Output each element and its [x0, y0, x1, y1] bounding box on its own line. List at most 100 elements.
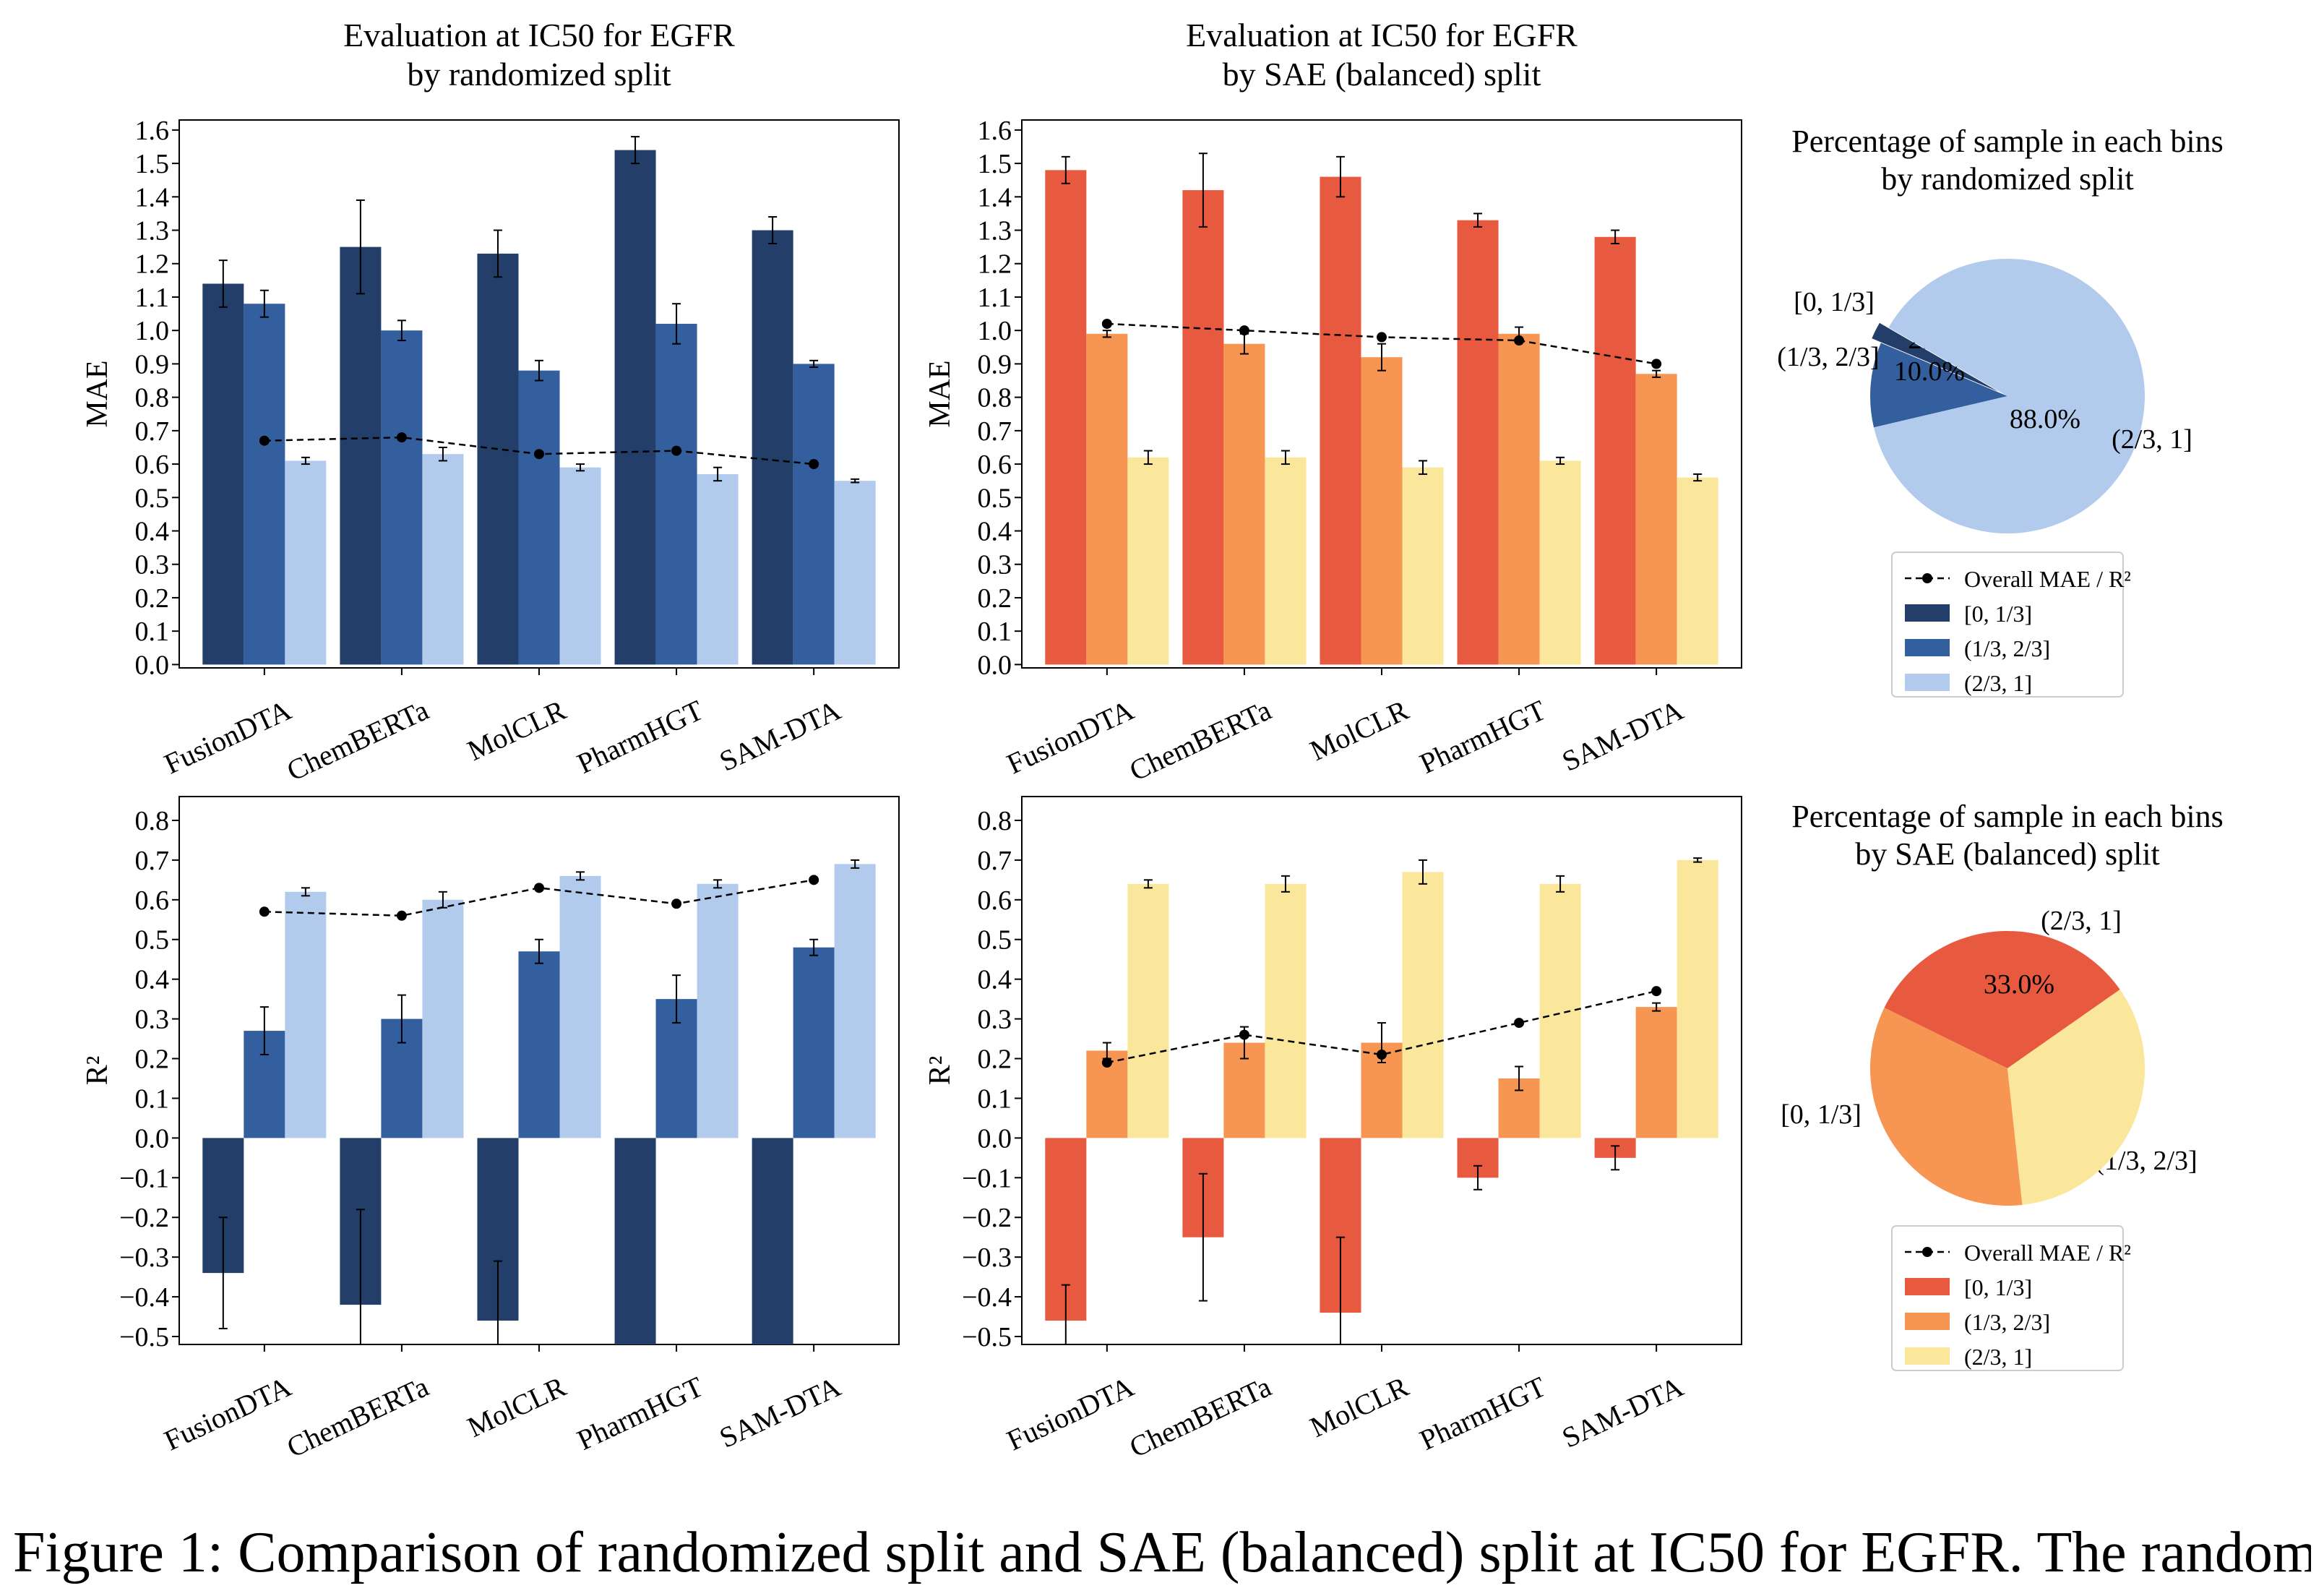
overall-marker	[1651, 986, 1662, 997]
y-tick-label: 0.8	[135, 383, 170, 413]
overall-marker	[1377, 332, 1387, 343]
legend-label: (2/3, 1]	[1964, 670, 2032, 696]
legend-box	[1891, 1225, 2124, 1371]
pie-slice-label: (1/3, 2/3]	[1777, 342, 1879, 372]
legend-label: (2/3, 1]	[1964, 1344, 2032, 1370]
x-tick-label: MolCLR	[462, 693, 571, 767]
overall-marker	[671, 445, 682, 456]
legend-label: [0, 1/3]	[1964, 601, 2032, 627]
x-tick-label: FusionDTA	[1002, 1370, 1138, 1456]
bar	[1265, 883, 1307, 1138]
overall-marker	[396, 432, 407, 443]
bar	[1677, 477, 1718, 665]
overall-marker	[534, 449, 544, 460]
bar	[1635, 1007, 1677, 1138]
bar	[1402, 467, 1444, 665]
y-tick-label: −0.2	[119, 1203, 169, 1233]
overall-marker	[1377, 1050, 1387, 1060]
overall-marker	[1101, 318, 1112, 329]
overall-marker	[1239, 325, 1249, 336]
y-tick-label: 0.1	[135, 617, 170, 647]
bar	[697, 883, 739, 1138]
y-tick-label: 1.4	[135, 182, 170, 213]
legend-label: (1/3, 2/3]	[1964, 635, 2050, 661]
x-tick-label: ChemBERTa	[1124, 693, 1276, 787]
bar	[1045, 170, 1087, 665]
x-tick-label: ChemBERTa	[282, 1370, 434, 1464]
overall-marker	[259, 435, 270, 446]
bar	[1498, 333, 1540, 665]
pie-slice-label: [0, 1/3]	[1781, 1099, 1862, 1130]
overall-marker	[259, 906, 270, 917]
bar	[1635, 374, 1677, 665]
bar	[285, 460, 327, 665]
y-axis-label: R²	[81, 1056, 114, 1086]
figure-caption: Figure 1: Comparison of randomized split…	[13, 1521, 2311, 1584]
bar	[752, 1138, 793, 1344]
y-tick-label: 0.2	[978, 1044, 1012, 1075]
y-tick-label: 0.3	[135, 1005, 170, 1035]
pie-slice-label: (2/3, 1]	[2041, 906, 2122, 936]
y-tick-label: 1.0	[978, 316, 1012, 346]
y-tick-label: 1.5	[978, 149, 1012, 179]
x-tick-label: SAM-DTA	[1557, 1370, 1688, 1454]
legend-marker-swatch	[1922, 573, 1932, 583]
bar	[614, 1138, 656, 1344]
y-tick-label: 0.1	[135, 1084, 170, 1114]
bar	[655, 323, 697, 665]
legend-color-swatch	[1905, 639, 1950, 656]
bar	[422, 899, 464, 1138]
legend-label: (1/3, 2/3]	[1964, 1309, 2050, 1335]
y-tick-label: 0.0	[135, 1123, 170, 1154]
bar	[1320, 176, 1361, 665]
bar	[381, 330, 423, 665]
pie-slice	[1884, 931, 2120, 1068]
x-tick-label: PharmHGT	[572, 693, 708, 780]
legend-box	[1891, 552, 2124, 698]
bar	[752, 230, 793, 665]
bar	[1127, 457, 1169, 665]
y-tick-label: 0.3	[135, 550, 170, 580]
y-tick-label: 0.5	[135, 925, 170, 956]
bar	[518, 951, 560, 1138]
y-tick-label: 1.5	[135, 149, 170, 179]
x-tick-label: SAM-DTA	[1557, 693, 1688, 777]
bar	[559, 467, 601, 665]
bar	[1223, 343, 1265, 665]
y-tick-label: 0.2	[978, 583, 1012, 614]
y-tick-label: −0.3	[119, 1243, 169, 1273]
y-tick-label: 1.1	[135, 283, 170, 313]
bar	[697, 473, 739, 665]
bar	[834, 864, 876, 1138]
bar	[1086, 333, 1128, 665]
bar	[1457, 220, 1499, 665]
y-tick-label: 0.6	[978, 885, 1012, 916]
legend-label: Overall MAE / R²	[1964, 1240, 2131, 1266]
y-axis-label: R²	[924, 1056, 957, 1086]
pie-title: Percentage of sample in each bins by SAE …	[1791, 799, 2223, 872]
y-tick-label: 0.8	[978, 806, 1012, 836]
pie-slice	[1870, 343, 2007, 428]
y-axis-label: MAE	[924, 360, 957, 427]
bar	[1182, 190, 1224, 665]
x-tick-label: PharmHGT	[572, 1370, 708, 1456]
bar	[244, 304, 285, 665]
y-tick-label: 1.0	[135, 316, 170, 346]
y-tick-label: −0.2	[962, 1203, 1012, 1233]
y-tick-label: 0.6	[135, 450, 170, 480]
y-tick-label: −0.4	[119, 1282, 169, 1313]
y-tick-label: 0.4	[978, 517, 1012, 547]
x-tick-label: MolCLR	[1305, 1370, 1413, 1443]
y-tick-label: 0.5	[978, 483, 1012, 513]
y-tick-label: 1.6	[135, 116, 170, 146]
y-tick-label: 1.2	[135, 249, 170, 280]
bar	[1539, 883, 1581, 1138]
overall-marker	[1514, 335, 1525, 346]
pie-percent-label: 33.0%	[1984, 969, 2054, 1000]
overall-marker	[671, 898, 682, 909]
bar	[202, 283, 244, 665]
pie-slice	[2007, 990, 2145, 1205]
bar	[559, 875, 601, 1138]
y-tick-label: −0.3	[962, 1243, 1012, 1273]
bar	[1361, 357, 1403, 665]
